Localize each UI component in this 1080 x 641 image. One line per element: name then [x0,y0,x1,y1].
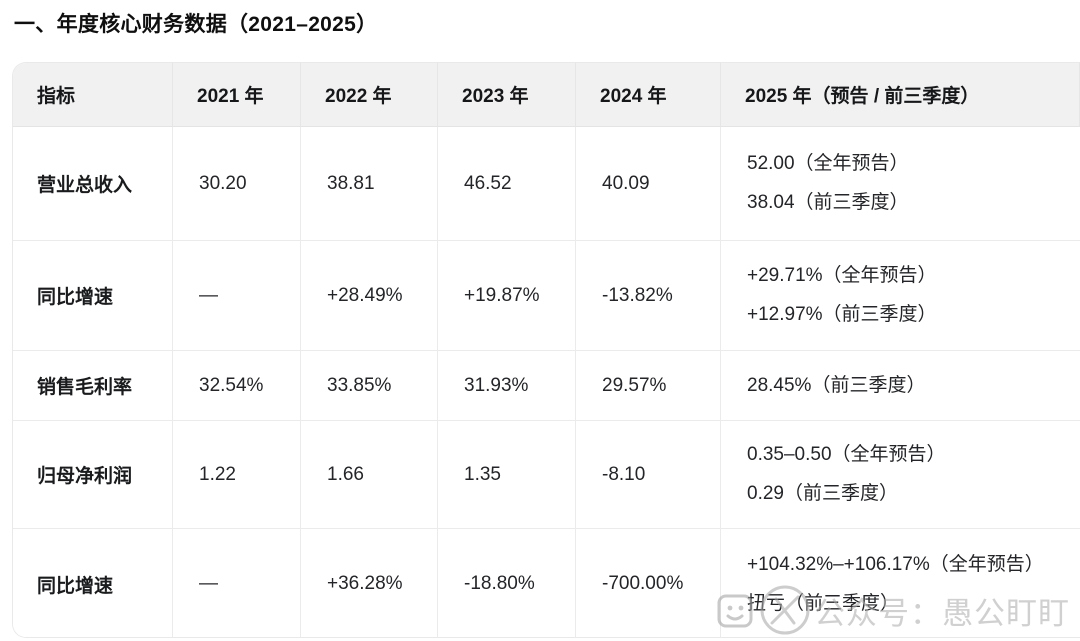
table-cell-line: 扭亏（前三季度） [747,592,900,614]
table-cell: 30.20 [173,127,301,241]
financial-data-table: 指标 2021 年 2022 年 2023 年 2024 年 2025 年（预告… [12,62,1080,638]
table-cell: -700.00% [576,529,721,637]
table-cell: +19.87% [438,241,576,351]
column-header-2022: 2022 年 [301,63,438,127]
table-cell-line: 0.29（前三季度） [747,483,898,504]
column-header-2024: 2024 年 [576,63,721,127]
table-cell: -8.10 [576,421,721,529]
table-cell: 1.22 [173,421,301,529]
row-label-gross-margin: 销售毛利率 [13,351,173,421]
table-cell-2025: 52.00（全年预告） 38.04（前三季度） [721,127,1080,241]
table-cell-2025: +29.71%（全年预告） +12.97%（前三季度） [721,241,1080,351]
column-header-2021: 2021 年 [173,63,301,127]
table-cell: 38.81 [301,127,438,241]
table-cell: — [173,241,301,351]
table-cell-2025: 0.35–0.50（全年预告） 0.29（前三季度） [721,421,1080,529]
table-cell-line: 52.00（全年预告） [747,153,909,174]
table-cell: -18.80% [438,529,576,637]
table-cell: 46.52 [438,127,576,241]
table-cell: 40.09 [576,127,721,241]
table-cell: +36.28% [301,529,438,637]
table-cell: — [173,529,301,637]
table-cell-line: +104.32%–+106.17%（全年预告） [747,553,1044,575]
table-cell-2025: +104.32%–+106.17%（全年预告） 扭亏（前三季度） [721,529,1080,637]
row-label-total-revenue: 营业总收入 [13,127,173,241]
column-header-indicator: 指标 [13,63,173,127]
table-cell: 1.66 [301,421,438,529]
table-cell: 33.85% [301,351,438,421]
table-cell-line: 0.35–0.50（全年预告） [747,444,946,465]
table-cell: 29.57% [576,351,721,421]
row-label-yoy-growth-profit: 同比增速 [13,529,173,637]
table-cell-line: 28.45%（前三季度） [747,374,926,396]
row-label-yoy-growth-revenue: 同比增速 [13,241,173,351]
table-cell-line: +29.71%（全年预告） [747,265,937,286]
column-header-2023: 2023 年 [438,63,576,127]
table-cell-line: +12.97%（前三季度） [747,304,937,325]
table-cell: 31.93% [438,351,576,421]
table-cell: -13.82% [576,241,721,351]
table-cell-line: 38.04（前三季度） [747,192,909,213]
column-header-2025: 2025 年（预告 / 前三季度） [721,63,1080,127]
table-cell: 32.54% [173,351,301,421]
row-label-net-profit: 归母净利润 [13,421,173,529]
table-cell: 1.35 [438,421,576,529]
table-cell-2025: 28.45%（前三季度） [721,351,1080,421]
page-title: 一、年度核心财务数据（2021–2025） [14,13,378,36]
table-cell: +28.49% [301,241,438,351]
